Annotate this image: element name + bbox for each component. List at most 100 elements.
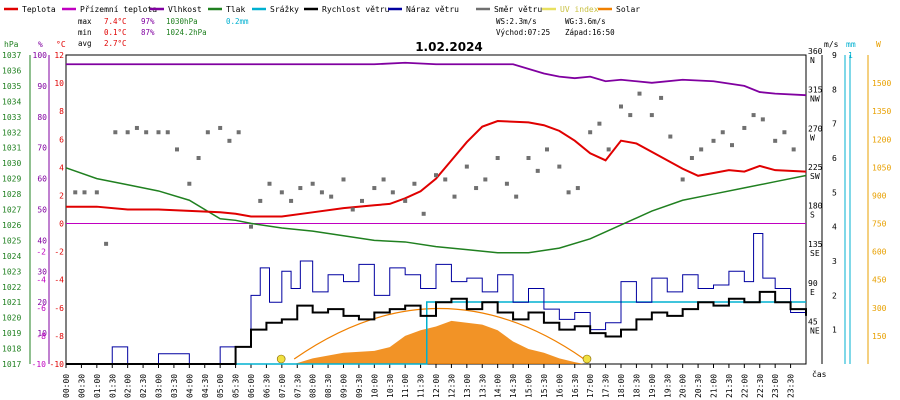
wind-direction-point — [381, 177, 386, 182]
min-label: min — [78, 28, 92, 37]
max-rain: 0.2mm — [226, 17, 249, 26]
x-tick-label: 01:30 — [108, 374, 117, 398]
wind-tick: 3 — [832, 257, 837, 266]
wind-tick: 7 — [832, 120, 837, 129]
direction-label: W — [810, 133, 815, 142]
humidity-tick: 50 — [37, 206, 47, 215]
wind-direction-point — [279, 190, 284, 195]
pressure-tick: 1018 — [2, 345, 21, 354]
x-tick-label: 10:00 — [370, 374, 379, 398]
humidity-tick: 10 — [37, 329, 47, 338]
direction-label: NE — [810, 326, 820, 335]
x-tick-label: 08:30 — [324, 374, 333, 398]
pressure-tick: 1023 — [2, 267, 21, 276]
wind-direction-point — [730, 143, 734, 148]
wind-direction-point — [350, 207, 355, 212]
humidity-tick: 60 — [37, 175, 47, 184]
solar-tick: 600 — [872, 248, 887, 257]
wind-direction-point — [566, 190, 571, 195]
x-tick-label: 08:00 — [309, 374, 318, 398]
pressure-tick: 1021 — [2, 298, 21, 307]
x-tick-label: 17:30 — [602, 374, 611, 398]
temperature-tick: -2 — [54, 248, 64, 257]
x-tick-label: 22:30 — [756, 374, 765, 398]
min-temp: 0.1°C — [104, 28, 127, 37]
x-tick-label: 19:30 — [663, 374, 672, 398]
min-press: 1024.2hPa — [166, 28, 207, 37]
x-tick-label: 20:30 — [694, 374, 703, 398]
wind-direction-point — [637, 91, 642, 96]
wind-direction-point — [258, 198, 263, 203]
direction-tick: 315 — [808, 86, 823, 95]
wind-direction-point — [495, 156, 500, 160]
wind-direction-point — [267, 181, 272, 186]
x-tick-label: 00:00 — [62, 374, 71, 398]
solar-area — [294, 320, 584, 364]
direction-label: NW — [810, 95, 820, 104]
wind-direction-point — [341, 177, 346, 182]
wind-direction-point — [319, 190, 324, 195]
direction-tick: 90 — [808, 279, 818, 288]
pressure-tick: 1037 — [2, 51, 21, 60]
pressure-unit: hPa — [4, 40, 19, 49]
x-tick-label: 05:00 — [216, 374, 225, 398]
wind-direction-point — [659, 95, 664, 100]
wind-direction-point — [218, 125, 223, 130]
ground-temp-tick: -8 — [36, 332, 46, 341]
ground-temp-tick: -4 — [36, 276, 46, 285]
x-tick-label: 22:00 — [740, 374, 749, 398]
legend-label: Rychlost větru — [322, 5, 390, 14]
wind-direction-point — [689, 156, 694, 160]
direction-label: N — [810, 56, 815, 65]
wind-direction-point — [606, 147, 611, 152]
legend-label: Tlak — [226, 5, 245, 14]
wind-direction-point — [94, 190, 99, 195]
temperature-tick: 0 — [59, 220, 64, 229]
wind-direction-point — [782, 130, 787, 135]
sunrise-stat: Východ:07:25 — [496, 28, 550, 37]
solar-tick: 1350 — [872, 107, 891, 116]
direction-tick: 135 — [808, 240, 823, 249]
humidity-tick: 70 — [37, 144, 47, 153]
wind-direction-point — [474, 186, 479, 191]
pressure-tick: 1019 — [2, 329, 21, 338]
pressure-tick: 1017 — [2, 360, 21, 369]
legend-label: Vlhkost — [168, 5, 202, 14]
temperature-tick: 12 — [54, 51, 64, 60]
x-tick-label: 03:30 — [170, 374, 179, 398]
x-tick-label: 21:30 — [725, 374, 734, 398]
x-tick-label: 09:00 — [340, 374, 349, 398]
pressure-tick: 1032 — [2, 128, 21, 137]
wind-direction-point — [711, 138, 716, 143]
wind-direction-point — [720, 130, 725, 135]
x-tick-label: 04:30 — [201, 374, 210, 398]
pressure-tick: 1025 — [2, 236, 21, 245]
wind-direction-point — [372, 186, 377, 191]
sunset-marker — [582, 354, 592, 364]
x-tick-label: 14:30 — [509, 374, 518, 398]
wind-direction-point — [597, 121, 602, 126]
wind-tick: 9 — [832, 51, 837, 60]
wind-unit: m/s — [824, 40, 839, 49]
wind-direction-point — [751, 113, 756, 118]
pressure-line — [65, 167, 807, 254]
direction-tick: 225 — [808, 163, 823, 172]
wind-direction-point — [535, 168, 540, 173]
x-tick-label: 03:00 — [155, 374, 164, 398]
x-tick-label: 00:30 — [77, 374, 86, 398]
wind-direction-point — [628, 113, 633, 118]
x-tick-label: 16:00 — [555, 374, 564, 398]
pressure-tick: 1035 — [2, 82, 21, 91]
x-tick-label: 10:30 — [386, 374, 395, 398]
legend-label: Srážky — [270, 5, 299, 14]
temperature-line — [66, 120, 807, 218]
wind-direction-point — [791, 147, 796, 152]
wind-direction-point — [196, 156, 201, 160]
temperature-tick: -8 — [54, 332, 64, 341]
direction-tick: 45 — [808, 317, 818, 326]
wind-direction-point — [360, 198, 364, 203]
pressure-tick: 1033 — [2, 113, 21, 122]
wind-direction-point — [557, 164, 562, 169]
wind-tick: 2 — [832, 291, 837, 300]
pressure-tick: 1029 — [2, 175, 21, 184]
